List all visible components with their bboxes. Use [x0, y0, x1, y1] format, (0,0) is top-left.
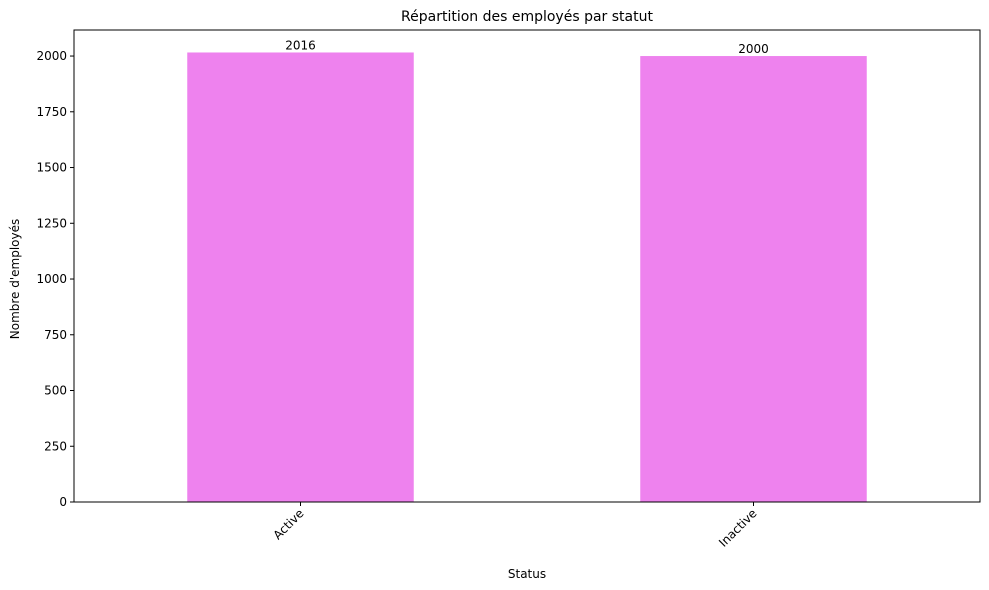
y-tick-label: 1250	[36, 216, 67, 230]
x-axis-ticks: Active Inactive	[270, 502, 760, 550]
y-tick-label: 1750	[36, 105, 67, 119]
y-axis-label: Nombre d'employés	[8, 219, 22, 340]
y-tick-label: 1500	[36, 161, 67, 175]
chart-title: Répartition des employés par statut	[401, 9, 653, 25]
y-axis-ticks: 0 250 500 750 1000 1250 1500 1750 2000	[36, 49, 74, 509]
y-tick-label: 500	[44, 384, 67, 398]
y-tick-label: 0	[59, 495, 67, 509]
plot-frame	[73, 29, 981, 503]
y-tick-label: 250	[44, 439, 67, 453]
x-tick-label-active: Active	[270, 506, 306, 542]
bar-active	[187, 52, 414, 502]
bar-inactive	[640, 56, 867, 503]
data-label-active: 2016	[285, 38, 316, 52]
x-axis-label: Status	[508, 567, 546, 581]
bars-group: 2016 2000	[187, 38, 867, 503]
y-tick-label: 1000	[36, 272, 67, 286]
data-label-inactive: 2000	[738, 42, 769, 56]
y-tick-label: 750	[44, 328, 67, 342]
y-tick-label: 2000	[36, 49, 67, 63]
x-tick-label-inactive: Inactive	[716, 506, 760, 550]
